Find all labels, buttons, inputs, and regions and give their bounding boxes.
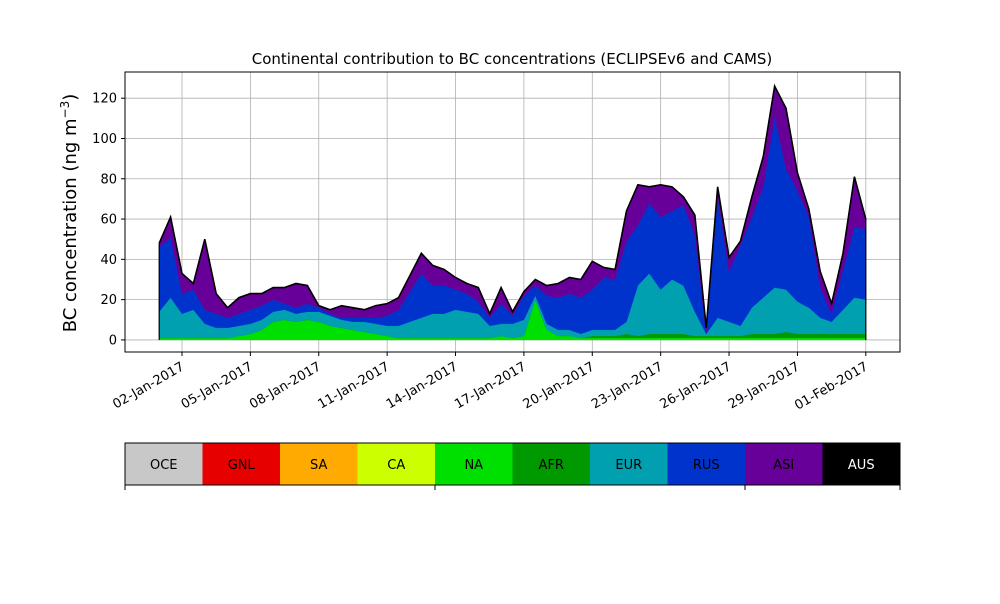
legend-label-eur: EUR: [615, 458, 642, 473]
legend-label-aus: AUS: [848, 458, 875, 473]
legend-swatch-eur: [590, 443, 668, 485]
y-axis-label: BC concentration (ng m−3): [58, 94, 81, 333]
legend-label-oce: OCE: [150, 458, 178, 473]
legend-label-afr: AFR: [539, 458, 564, 473]
legend-swatch-sa: [280, 443, 358, 485]
plot-frame: [124, 71, 901, 353]
y-axis-label-exponent: −3: [58, 101, 72, 119]
legend-swatch-aus: [822, 443, 900, 485]
y-axis-label-main: BC concentration (ng m: [60, 118, 81, 332]
legend-swatch-rus: [667, 443, 745, 485]
total-line: [158, 83, 867, 328]
y-tick-label: 0: [109, 333, 117, 348]
y-tick-label: 120: [92, 92, 117, 107]
legend-frame: [124, 442, 901, 486]
y-axis-label-close: ): [60, 94, 81, 101]
legend-label-asi: ASI: [773, 458, 794, 473]
y-tick-label: 80: [100, 172, 117, 187]
chart-title: Continental contribution to BC concentra…: [252, 50, 773, 68]
legend-swatch-ca: [357, 443, 435, 485]
legend-swatch-na: [435, 443, 513, 485]
x-tick-label: 23-Jan-2017: [589, 359, 666, 412]
legend-label-sa: SA: [310, 458, 327, 473]
legend-label-ca: CA: [387, 458, 405, 473]
legend-label-gnl: GNL: [228, 458, 256, 473]
legend-swatch-afr: [512, 443, 590, 485]
x-tick-label: 08-Jan-2017: [247, 359, 324, 412]
y-tick-label: 20: [100, 293, 117, 308]
y-tick-label: 60: [100, 213, 117, 228]
x-tick-label: 01-Feb-2017: [792, 359, 871, 413]
legend-swatch-asi: [745, 443, 823, 485]
legend-label-rus: RUS: [693, 458, 720, 473]
x-tick-label: 11-Jan-2017: [316, 359, 393, 412]
x-tick-label: 17-Jan-2017: [452, 359, 529, 412]
x-tick-label: 20-Jan-2017: [521, 359, 598, 412]
x-tick-label: 02-Jan-2017: [110, 359, 187, 412]
legend-swatch-gnl: [202, 443, 280, 485]
plot-area: [125, 72, 900, 352]
legend-label-na: NA: [464, 458, 483, 473]
y-tick-label: 40: [100, 253, 117, 268]
legend-swatch-oce: [125, 443, 203, 485]
color-legend-bar: OCE GNL SA CA NA AFR EUR RUS ASI AUS: [124, 442, 901, 490]
x-tick-label: 26-Jan-2017: [657, 359, 734, 412]
x-tick-label: 05-Jan-2017: [179, 359, 256, 412]
x-tick-label: 14-Jan-2017: [384, 359, 461, 412]
x-tick-label: 29-Jan-2017: [726, 359, 803, 412]
y-tick-label: 100: [92, 132, 117, 147]
